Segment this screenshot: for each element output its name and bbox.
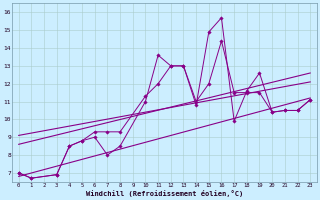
X-axis label: Windchill (Refroidissement éolien,°C): Windchill (Refroidissement éolien,°C)	[86, 190, 243, 197]
